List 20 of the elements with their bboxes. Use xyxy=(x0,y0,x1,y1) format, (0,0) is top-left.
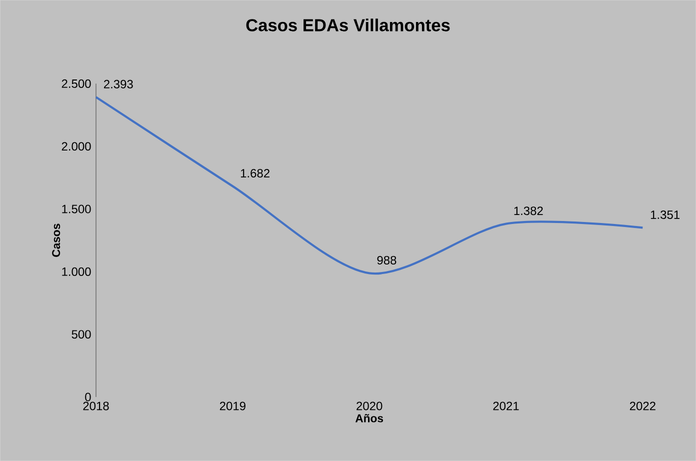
data-label: 988 xyxy=(377,256,396,264)
x-tick-label: 2021 xyxy=(493,402,519,410)
y-tick-label: 500 xyxy=(72,330,91,339)
y-tick-label: 1.000 xyxy=(62,267,91,276)
x-tick-label: 2018 xyxy=(83,402,109,410)
x-axis-title: Años xyxy=(355,414,384,422)
chart-title: Casos EDAs Villamontes xyxy=(246,18,450,32)
data-label: 1.351 xyxy=(650,210,680,219)
x-tick-label: 2020 xyxy=(356,402,382,410)
data-label: 2.393 xyxy=(104,80,133,88)
data-label: 1.382 xyxy=(514,206,543,216)
x-tick-label: 2022 xyxy=(630,402,656,410)
line-series xyxy=(94,96,644,274)
data-label: 1.682 xyxy=(240,168,270,178)
y-axis-title: Casos xyxy=(52,224,60,257)
y-tick-label: 2.000 xyxy=(62,142,91,151)
y-tick-label: 0 xyxy=(85,392,91,402)
y-tick-label: 1.500 xyxy=(62,204,91,214)
y-tick-label: 2.500 xyxy=(62,79,91,88)
x-tick-label: 2019 xyxy=(220,402,246,410)
